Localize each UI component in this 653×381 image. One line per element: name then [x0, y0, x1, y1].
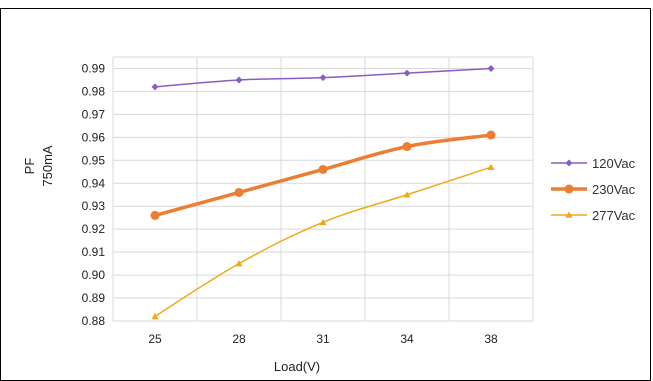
y-tick-label: 0.93 — [82, 199, 106, 213]
data-point-277vac — [487, 163, 495, 170]
y-tick-label: 0.94 — [82, 176, 106, 190]
data-point-120vac — [151, 83, 159, 91]
y-tick-label: 0.97 — [82, 107, 106, 121]
x-axis-title: Load(V) — [274, 359, 320, 374]
y-tick-label: 0.89 — [82, 291, 106, 305]
data-point-230vac — [486, 130, 496, 140]
legend-marker-230vac — [564, 184, 574, 194]
data-point-230vac — [150, 210, 160, 220]
legend-label-277vac: 277Vac — [592, 208, 636, 223]
data-point-120vac — [403, 69, 411, 77]
data-point-120vac — [487, 64, 495, 72]
data-point-120vac — [235, 76, 243, 84]
y-tick-label: 0.96 — [82, 130, 106, 144]
x-tick-labels: 25 28 31 34 38 — [148, 332, 498, 346]
data-point-230vac — [318, 164, 328, 174]
x-tick-label: 25 — [148, 332, 162, 346]
x-tick-label: 38 — [484, 332, 498, 346]
legend-label-230vac: 230Vac — [592, 182, 636, 197]
data-point-230vac — [234, 187, 244, 197]
y-axis-title-line1: PF — [22, 158, 37, 175]
legend-marker-277vac — [565, 211, 573, 218]
x-tick-label: 28 — [232, 332, 246, 346]
y-tick-labels: 0.88 0.89 0.90 0.91 0.92 0.93 0.94 0.95 0.96 0.97… — [82, 61, 106, 328]
x-tick-label: 34 — [400, 332, 414, 346]
y-axis-title-line2: 750mA — [40, 145, 55, 187]
data-point-277vac — [319, 218, 327, 226]
series-line-230vac — [154, 133, 492, 218]
data-point-277vac — [235, 260, 243, 267]
y-tick-label: 0.99 — [82, 61, 106, 75]
data-point-230vac — [402, 142, 412, 152]
legend-marker-120vac — [565, 159, 573, 167]
y-tick-label: 0.90 — [82, 268, 106, 282]
grid-lines — [112, 56, 534, 322]
series-group — [150, 64, 496, 320]
legend: 120Vac 230Vac 277Vac — [551, 156, 636, 223]
data-point-277vac — [403, 191, 411, 198]
y-tick-label: 0.98 — [82, 84, 106, 98]
x-tick-label: 31 — [316, 332, 330, 346]
series-line-277vac — [154, 166, 492, 318]
y-tick-label: 0.88 — [82, 314, 106, 328]
data-point-120vac — [319, 74, 327, 82]
data-point-277vac — [151, 312, 159, 320]
y-tick-label: 0.91 — [82, 245, 106, 259]
y-tick-label: 0.92 — [82, 222, 106, 236]
legend-label-120vac: 120Vac — [592, 156, 636, 171]
chart-frame — [0, 8, 651, 381]
y-tick-label: 0.95 — [82, 153, 106, 167]
